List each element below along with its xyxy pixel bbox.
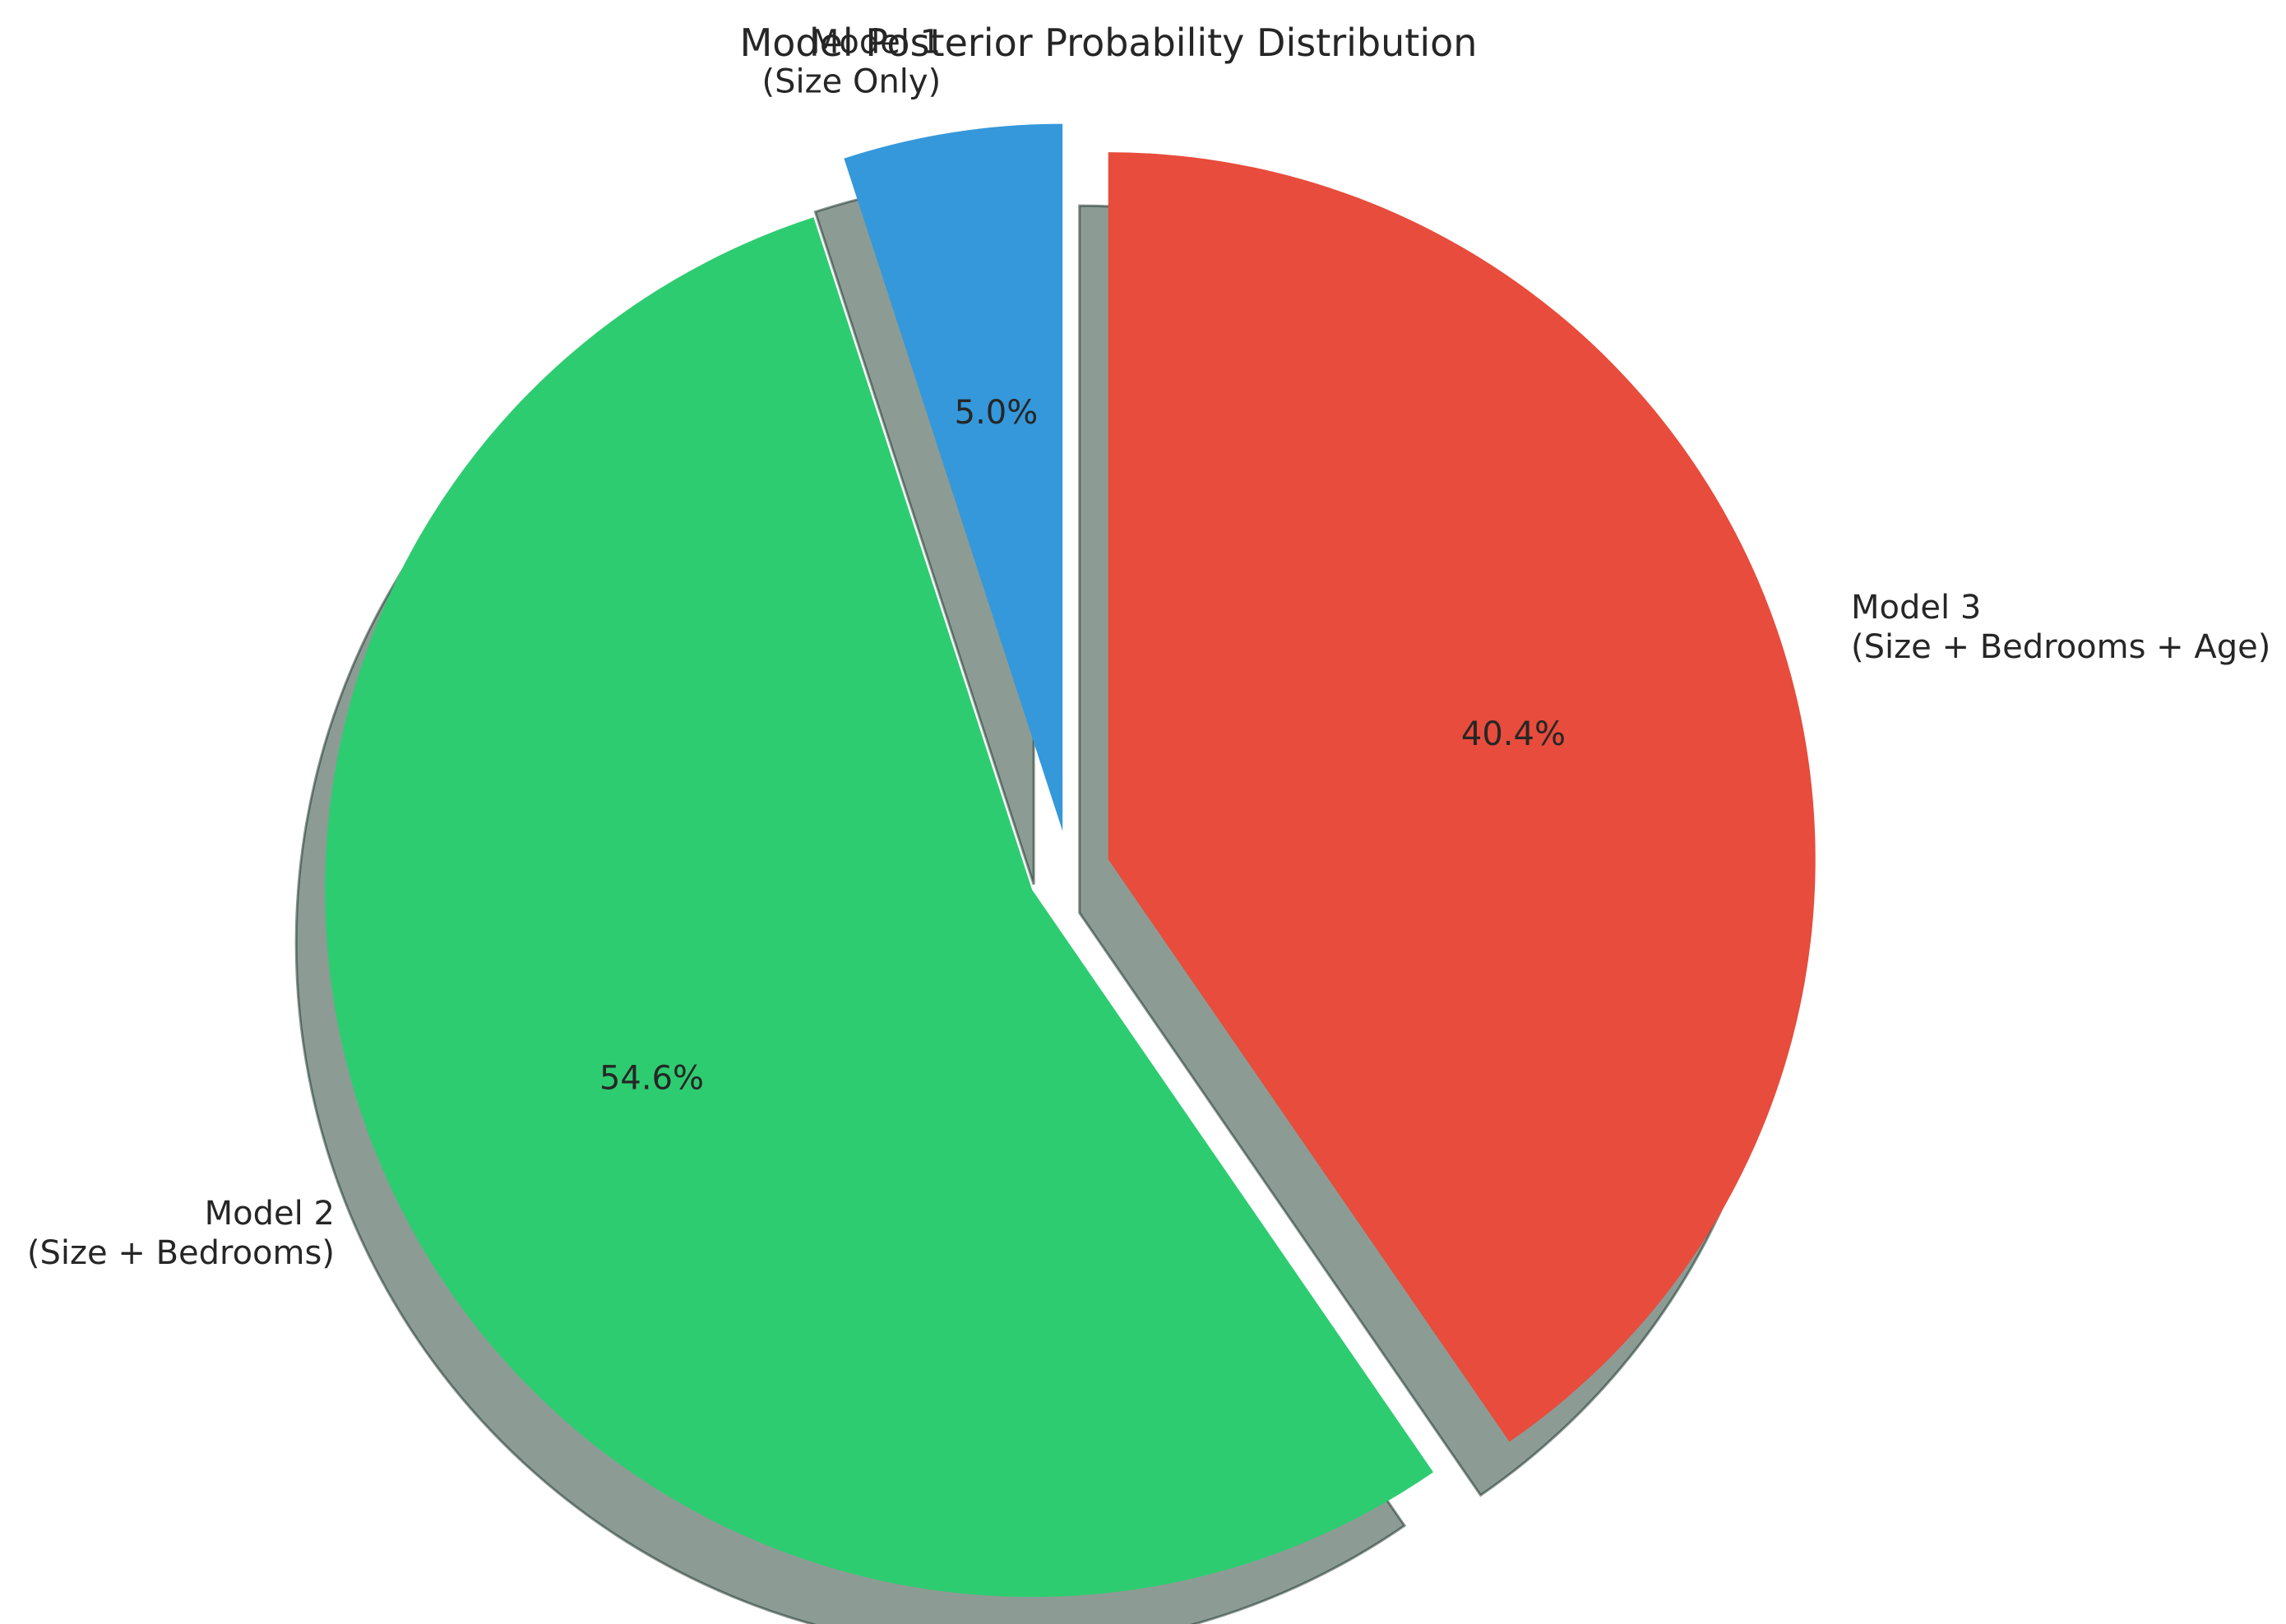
chart-title: Model Posterior Probability Distribution (740, 21, 1478, 65)
model-3-label: Model 3 (Size + Bedrooms + Age) (1851, 589, 2270, 666)
model-3-slice (1108, 152, 1816, 1442)
model-2-label-name: Model 2 (205, 1195, 335, 1233)
model-2-percentage-label: 54.6% (599, 1060, 704, 1098)
model-2-slice (325, 217, 1434, 1598)
model-3-label-description: (Size + Bedrooms + Age) (1851, 628, 2270, 666)
model-2-label-description: (Size + Bedrooms) (27, 1234, 335, 1272)
model-2-label: Model 2 (Size + Bedrooms) (27, 1195, 335, 1272)
model-1-label-name: Model 1 (811, 23, 941, 61)
model-3-label-name: Model 3 (1851, 589, 1981, 627)
slice-layer (325, 123, 1816, 1598)
model-1-label: Model 1 (Size Only) (762, 23, 942, 100)
model-3-percentage-label: 40.4% (1461, 715, 1566, 753)
model-1-label-description: (Size Only) (762, 62, 942, 100)
label-layer: Model 1 (Size Only)5.0%Model 2 (Size + Bed… (27, 23, 2270, 1272)
model-1-percentage-label: 5.0% (955, 394, 1039, 432)
model-1-slice (844, 123, 1063, 831)
